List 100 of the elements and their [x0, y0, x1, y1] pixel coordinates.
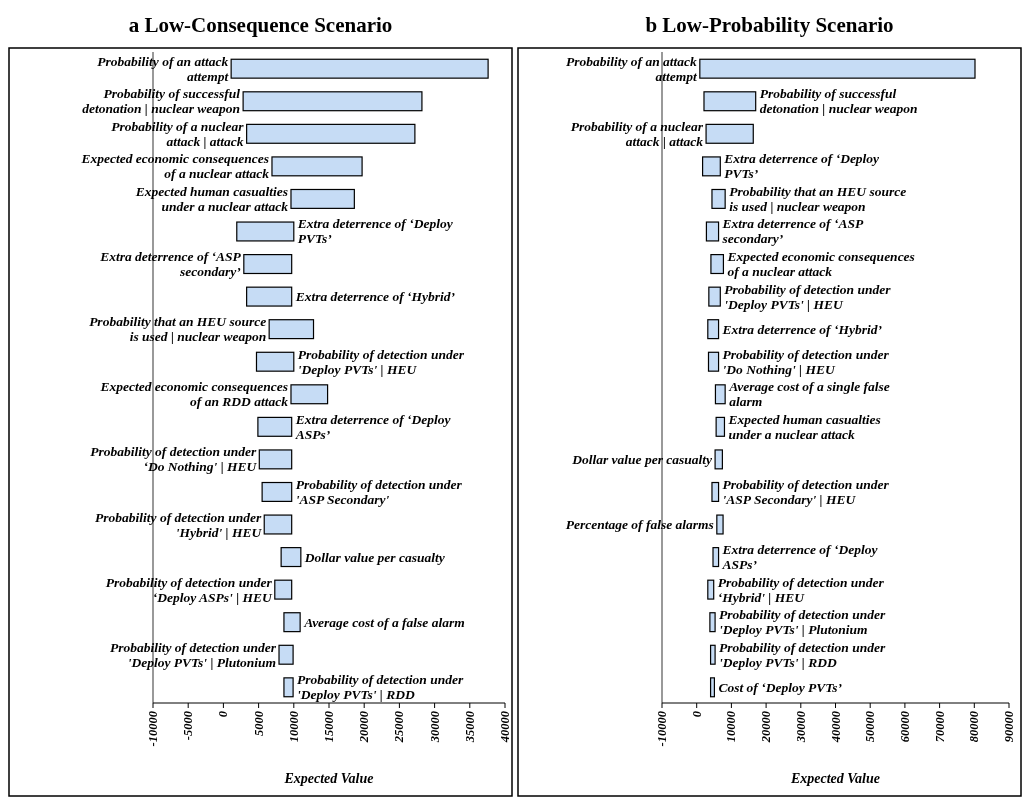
bar — [705, 123, 754, 144]
y-tick-label: Dollar value per casualty — [303, 549, 446, 565]
bar — [714, 384, 726, 405]
y-tick-label: Probability of detection under 'Deploy PVTs' | HEU — [297, 346, 465, 377]
x-tick-label: 30000 — [427, 710, 442, 744]
y-tick-label: Dollar value per casualty — [571, 451, 714, 467]
y-tick-label: Cost of ‘Deploy PVTs’ — [718, 679, 843, 695]
y-tick-label: Percentage of false alarms — [565, 517, 714, 533]
y-tick-label: Probability of detection under 'ASP Secondary' — [295, 476, 463, 507]
y-tick-label: Probability that an HEU source is used | nuclear weapon — [729, 183, 907, 214]
bar — [290, 384, 329, 405]
bar — [707, 579, 715, 600]
chart-title: b Low-Probability Scenario — [645, 13, 894, 37]
x-tick-label: 90000 — [1002, 710, 1016, 743]
y-tick-label: Extra deterrence of ‘Deploy ASPs’ — [294, 411, 452, 442]
bar — [246, 286, 293, 307]
y-tick-label: Probability of detection under 'Hybrid' | HEU — [95, 509, 263, 540]
bar — [283, 612, 301, 633]
x-tick-label: 40000 — [828, 710, 843, 744]
x-axis-title: Expected Value — [789, 771, 881, 786]
y-tick-label: Probability that an HEU source is used | nuclear weapon — [89, 314, 267, 345]
y-tick-label: Expected human casualties under a nuclear attack — [727, 411, 881, 442]
bar — [705, 221, 720, 242]
y-tick-label: Average cost of a false alarm — [303, 614, 465, 630]
y-tick-label: Expected economic consequences of a nuclear attack — [80, 151, 270, 182]
bar — [709, 677, 715, 698]
y-tick-label: Probability of detection under ‘Deploy ASPs' | HEU — [105, 574, 274, 605]
x-tick-label: 80000 — [967, 710, 982, 743]
y-tick-label: Probability of successful detonation | nuclear weapon — [759, 86, 918, 117]
y-tick-label: Probability of detection under 'Deploy PVTs' | HEU — [724, 281, 892, 312]
bar — [236, 221, 295, 242]
y-tick-label: Probability of detection under 'Deploy PVTs' | RDD — [719, 639, 886, 670]
y-tick-label: Expected economic consequences of a nuclear attack — [726, 249, 915, 280]
x-tick-label: 10000 — [724, 710, 739, 743]
y-tick-label: Extra deterrence of ‘Hybrid’ — [721, 321, 883, 337]
y-tick-label: Probability of detection under 'Deploy PVTs' | RDD — [297, 672, 464, 703]
x-tick-label: 40000 — [498, 710, 512, 744]
x-tick-label: 25000 — [392, 710, 407, 744]
bar — [716, 514, 724, 535]
bar — [708, 286, 721, 307]
y-tick-label: Probability of a nuclear attack | attack — [111, 118, 245, 149]
x-tick-label: 70000 — [932, 710, 947, 743]
bar — [707, 351, 720, 372]
y-tick-label: Probability of detection under 'ASP Secondary' | HEU — [722, 476, 890, 507]
x-tick-label: 30000 — [793, 710, 808, 744]
y-tick-label: Probability of detection under 'Do Nothing' | HEU — [722, 346, 890, 377]
x-tick-label: 35000 — [462, 710, 477, 744]
bar — [709, 644, 716, 665]
y-tick-label: Extra deterrence of ‘Deploy PVTs’ — [296, 216, 454, 247]
chart-title: a Low-Consequence Scenario — [128, 13, 393, 37]
bar — [261, 481, 293, 502]
bar — [271, 156, 363, 177]
bar — [710, 254, 725, 275]
bar — [242, 91, 423, 112]
bar — [711, 188, 726, 209]
x-tick-label: 0 — [689, 710, 704, 718]
y-tick-label: Extra deterrence of ‘Hybrid’ — [294, 289, 456, 305]
bar — [715, 416, 726, 437]
y-tick-label: Extra deterrence of ‘ASP secondary’ — [721, 216, 864, 247]
bar — [243, 254, 293, 275]
y-tick-label: Probability of an attack attempt — [97, 53, 230, 84]
y-tick-label: Probability of an attack attempt — [565, 53, 699, 84]
x-tick-label: 50000 — [863, 710, 878, 743]
x-tick-label: 10000 — [286, 710, 301, 743]
bar — [230, 58, 489, 79]
bar — [699, 58, 976, 79]
y-tick-label: Probability of detection under ‘Hybrid' | HEU — [717, 574, 885, 605]
bar — [258, 449, 293, 470]
bar — [255, 351, 295, 372]
bar — [283, 677, 294, 698]
bar — [278, 644, 294, 665]
bar — [714, 449, 723, 470]
y-tick-label: Probability of detection under 'Deploy PVTs' | Plutonium — [719, 607, 886, 638]
bar — [702, 156, 721, 177]
bar — [709, 612, 716, 633]
bar — [246, 123, 416, 144]
y-tick-label: Probability of a nuclear attack | attack — [570, 118, 704, 149]
bar — [712, 547, 720, 568]
y-tick-label: Probability of detection under 'Deploy PVTs' | Plutonium — [109, 639, 277, 670]
x-tick-label: 5000 — [251, 710, 266, 736]
x-tick-label: 15000 — [322, 710, 336, 743]
x-tick-label: 20000 — [759, 710, 774, 744]
y-tick-label: Extra deterrence of ‘ASP secondary’ — [99, 249, 242, 280]
bar — [263, 514, 293, 535]
bar — [703, 91, 757, 112]
y-tick-label: Expected economic consequences of an RDD attack — [99, 379, 289, 410]
y-tick-label: Expected human casualties under a nuclear attack — [134, 183, 289, 214]
x-tick-label: 60000 — [897, 710, 912, 743]
y-tick-label: Extra deterrence of ‘Deploy PVTs’ — [723, 151, 881, 182]
y-tick-label: Extra deterrence of ‘Deploy ASPs’ — [721, 542, 879, 573]
bar — [711, 481, 720, 502]
bar — [280, 547, 302, 568]
y-tick-label: Average cost of a single false alarm — [728, 379, 890, 410]
bar — [707, 319, 720, 340]
x-tick-label: -5000 — [181, 710, 196, 741]
x-tick-label: 20000 — [357, 710, 372, 744]
bar — [268, 319, 315, 340]
x-tick-label: -10000 — [146, 710, 160, 747]
bar — [274, 579, 293, 600]
y-tick-label: Probability of successful detonation | nuclear weapon — [82, 86, 241, 117]
